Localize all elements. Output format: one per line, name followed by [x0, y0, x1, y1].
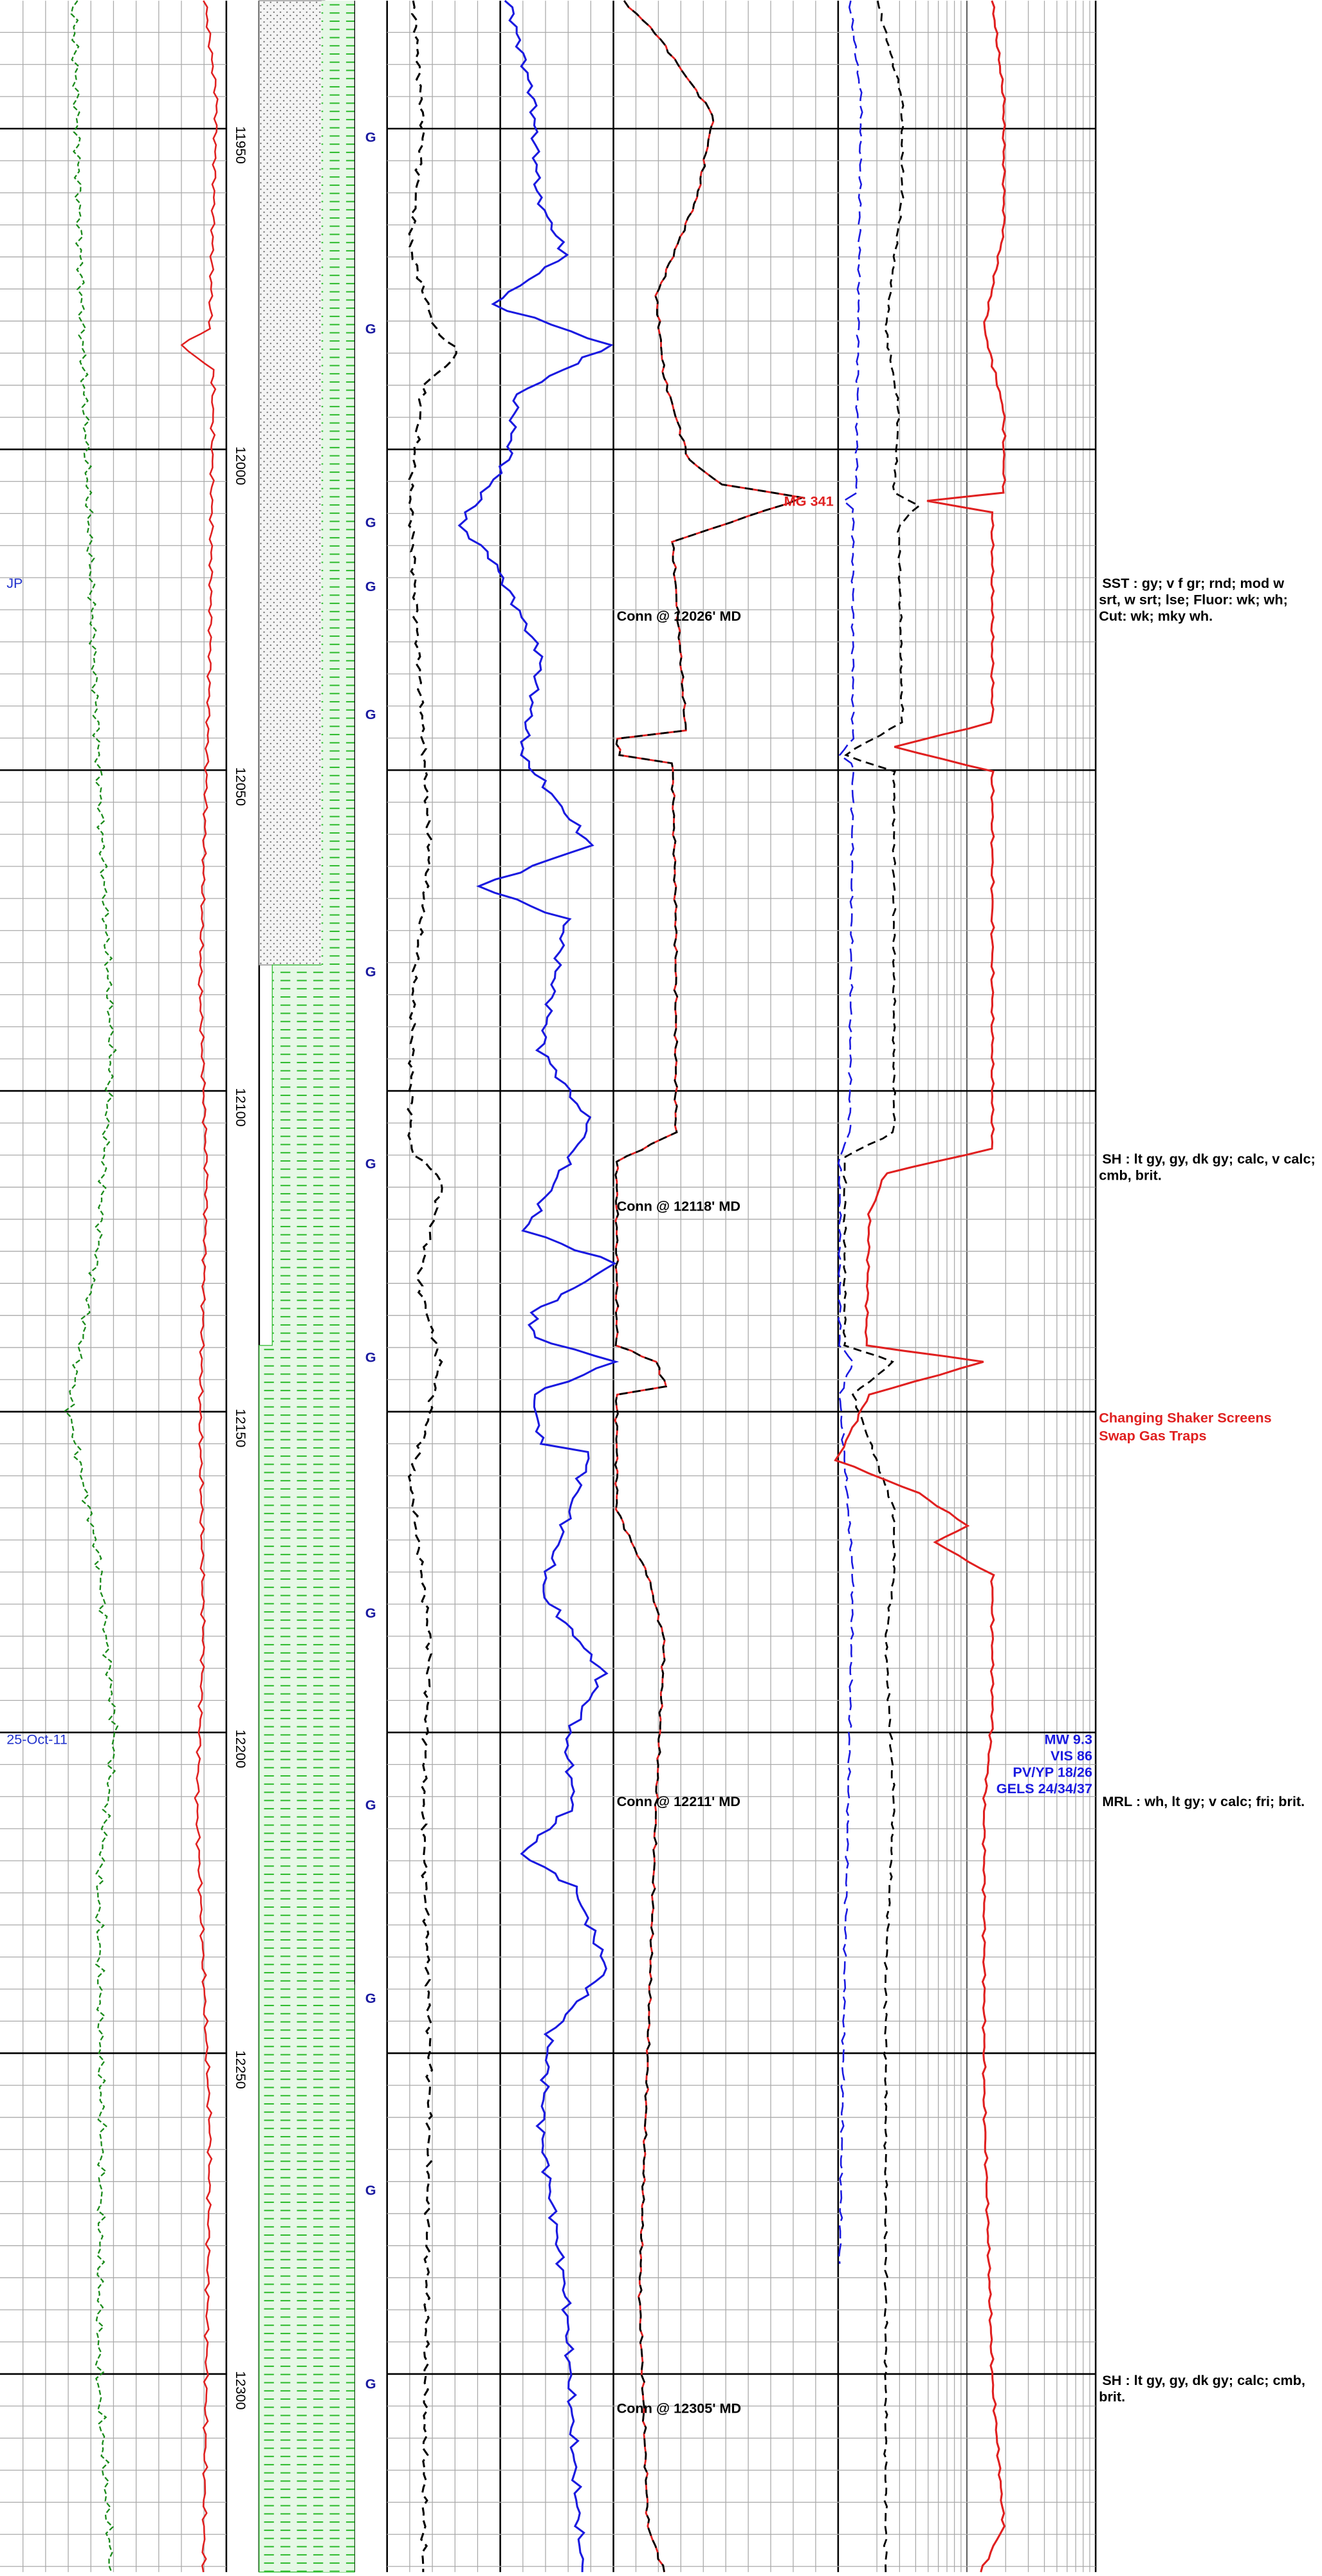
initials: JP — [6, 575, 23, 591]
gas-mark: G — [365, 1990, 376, 2006]
lithology-description: MRL : wh, lt gy; v calc; fri; brit. — [1102, 1793, 1305, 1809]
gas-mark: G — [365, 2375, 376, 2391]
gas-mark: G — [365, 1605, 376, 1621]
connection-note: Conn @ 12118' MD — [617, 1198, 740, 1214]
depth-label: 12000 — [233, 446, 249, 485]
c5-curve — [834, 0, 1007, 2573]
lithology-description: SST : gy; v f gr; rnd; mod w — [1102, 575, 1284, 591]
depth-label: 12200 — [233, 1730, 249, 1768]
lithology-description: srt, w srt; lse; Fluor: wk; wh; — [1099, 591, 1288, 607]
gas-mark: G — [365, 515, 376, 531]
lithology-description: cmb, brit. — [1099, 1167, 1161, 1183]
lithology-description: SH : lt gy, gy, dk gy; calc, v calc; — [1102, 1151, 1315, 1167]
annotations: JP 25-Oct-11 MG 341 11950 12000 12050 12100… — [6, 126, 1316, 2416]
sandstone-lithology — [259, 0, 326, 965]
gas-mark: G — [365, 1796, 376, 1813]
mud-property: GELS 24/34/37 — [996, 1780, 1092, 1796]
c3-curve — [614, 0, 806, 2573]
gas-mark: G — [365, 1349, 376, 1365]
mud-property: PV/YP 18/26 — [1013, 1764, 1092, 1780]
remark: Changing Shaker Screens — [1099, 1410, 1271, 1426]
c1-curve — [457, 0, 620, 2572]
connection-note: Conn @ 12026' MD — [617, 608, 742, 624]
mud-property: VIS 86 — [1051, 1748, 1092, 1764]
gas-mark: G — [365, 129, 376, 145]
gas-mark: G — [365, 578, 376, 594]
max-gas: MG 341 — [784, 493, 834, 509]
lithology-description: SH : lt gy, gy, dk gy; calc; cmb, — [1102, 2372, 1305, 2388]
shale-strip — [321, 1, 354, 2572]
remark: Swap Gas Traps — [1099, 1428, 1206, 1444]
depth-label: 12250 — [233, 2051, 249, 2089]
total-gas-curve — [407, 0, 457, 2572]
depth-label: 12050 — [233, 767, 249, 806]
depth-label: 11950 — [233, 126, 249, 164]
mud-property: MW 9.3 — [1044, 1731, 1092, 1747]
curves — [64, 0, 1007, 2573]
rop-curve — [180, 0, 219, 2573]
depth-label: 12300 — [233, 2371, 249, 2409]
date: 25-Oct-11 — [6, 1731, 68, 1747]
connection-note: Conn @ 12305' MD — [617, 2400, 742, 2416]
gas-mark: G — [365, 964, 376, 980]
lithology-description: brit. — [1099, 2389, 1125, 2405]
nc4-curve — [838, 0, 863, 2264]
ic4-curve — [842, 0, 921, 2572]
gas-mark: G — [365, 2182, 376, 2198]
depth-label: 12150 — [233, 1409, 249, 1447]
gas-mark: G — [365, 706, 376, 722]
lithology-description: Cut: wk; mky wh. — [1099, 608, 1213, 624]
gas-mark: G — [365, 321, 376, 337]
connection-note: Conn @ 12211' MD — [617, 1793, 740, 1809]
grid — [0, 1, 1097, 2572]
depth-label: 12100 — [233, 1088, 249, 1126]
gas-mark: G — [365, 1155, 376, 1171]
